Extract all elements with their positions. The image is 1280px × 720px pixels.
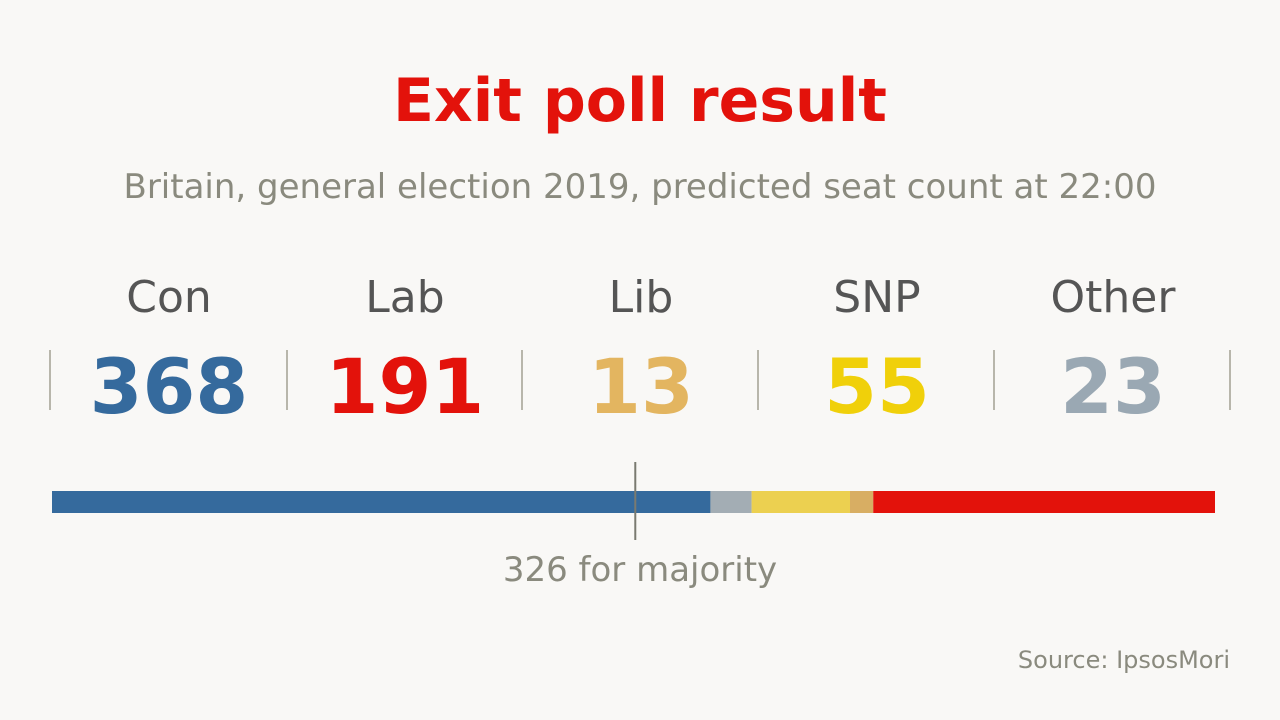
majority-label: 326 for majority <box>502 550 778 590</box>
bar-segment-con <box>52 491 711 513</box>
party-column-other: Other 23 <box>995 270 1231 432</box>
chart-title: Exit poll result <box>393 66 887 136</box>
seat-count-snp: 55 <box>824 342 930 431</box>
party-name-other: Other <box>1050 272 1176 323</box>
party-column-snp: SNP 55 <box>759 270 995 432</box>
column-divider <box>993 350 995 410</box>
party-name-lab: Lab <box>365 272 445 323</box>
source-note: Source: IpsosMori <box>1017 646 1230 674</box>
bar-segment-lab <box>873 491 1215 513</box>
bar-segment-lib <box>849 491 874 513</box>
column-divider <box>521 350 523 410</box>
seat-count-lib: 13 <box>588 342 694 431</box>
column-divider <box>286 350 288 410</box>
seat-count-lab: 191 <box>325 342 485 431</box>
party-column-lib: Lib 13 <box>523 270 759 432</box>
chart-subtitle: Britain, general election 2019, predicte… <box>123 167 1157 207</box>
column-divider <box>1229 350 1231 410</box>
bar-segment-snp <box>751 491 850 513</box>
party-name-snp: SNP <box>833 272 921 323</box>
party-column-con: Con 368 <box>51 270 287 432</box>
party-name-lib: Lib <box>608 272 674 323</box>
seat-count-other: 23 <box>1060 342 1166 431</box>
column-divider <box>757 350 759 410</box>
party-name-con: Con <box>126 272 212 323</box>
party-column-lab: Lab 191 <box>287 270 523 432</box>
column-divider <box>49 350 51 410</box>
bar-segment-other <box>710 491 752 513</box>
seat-count-con: 368 <box>89 342 249 431</box>
